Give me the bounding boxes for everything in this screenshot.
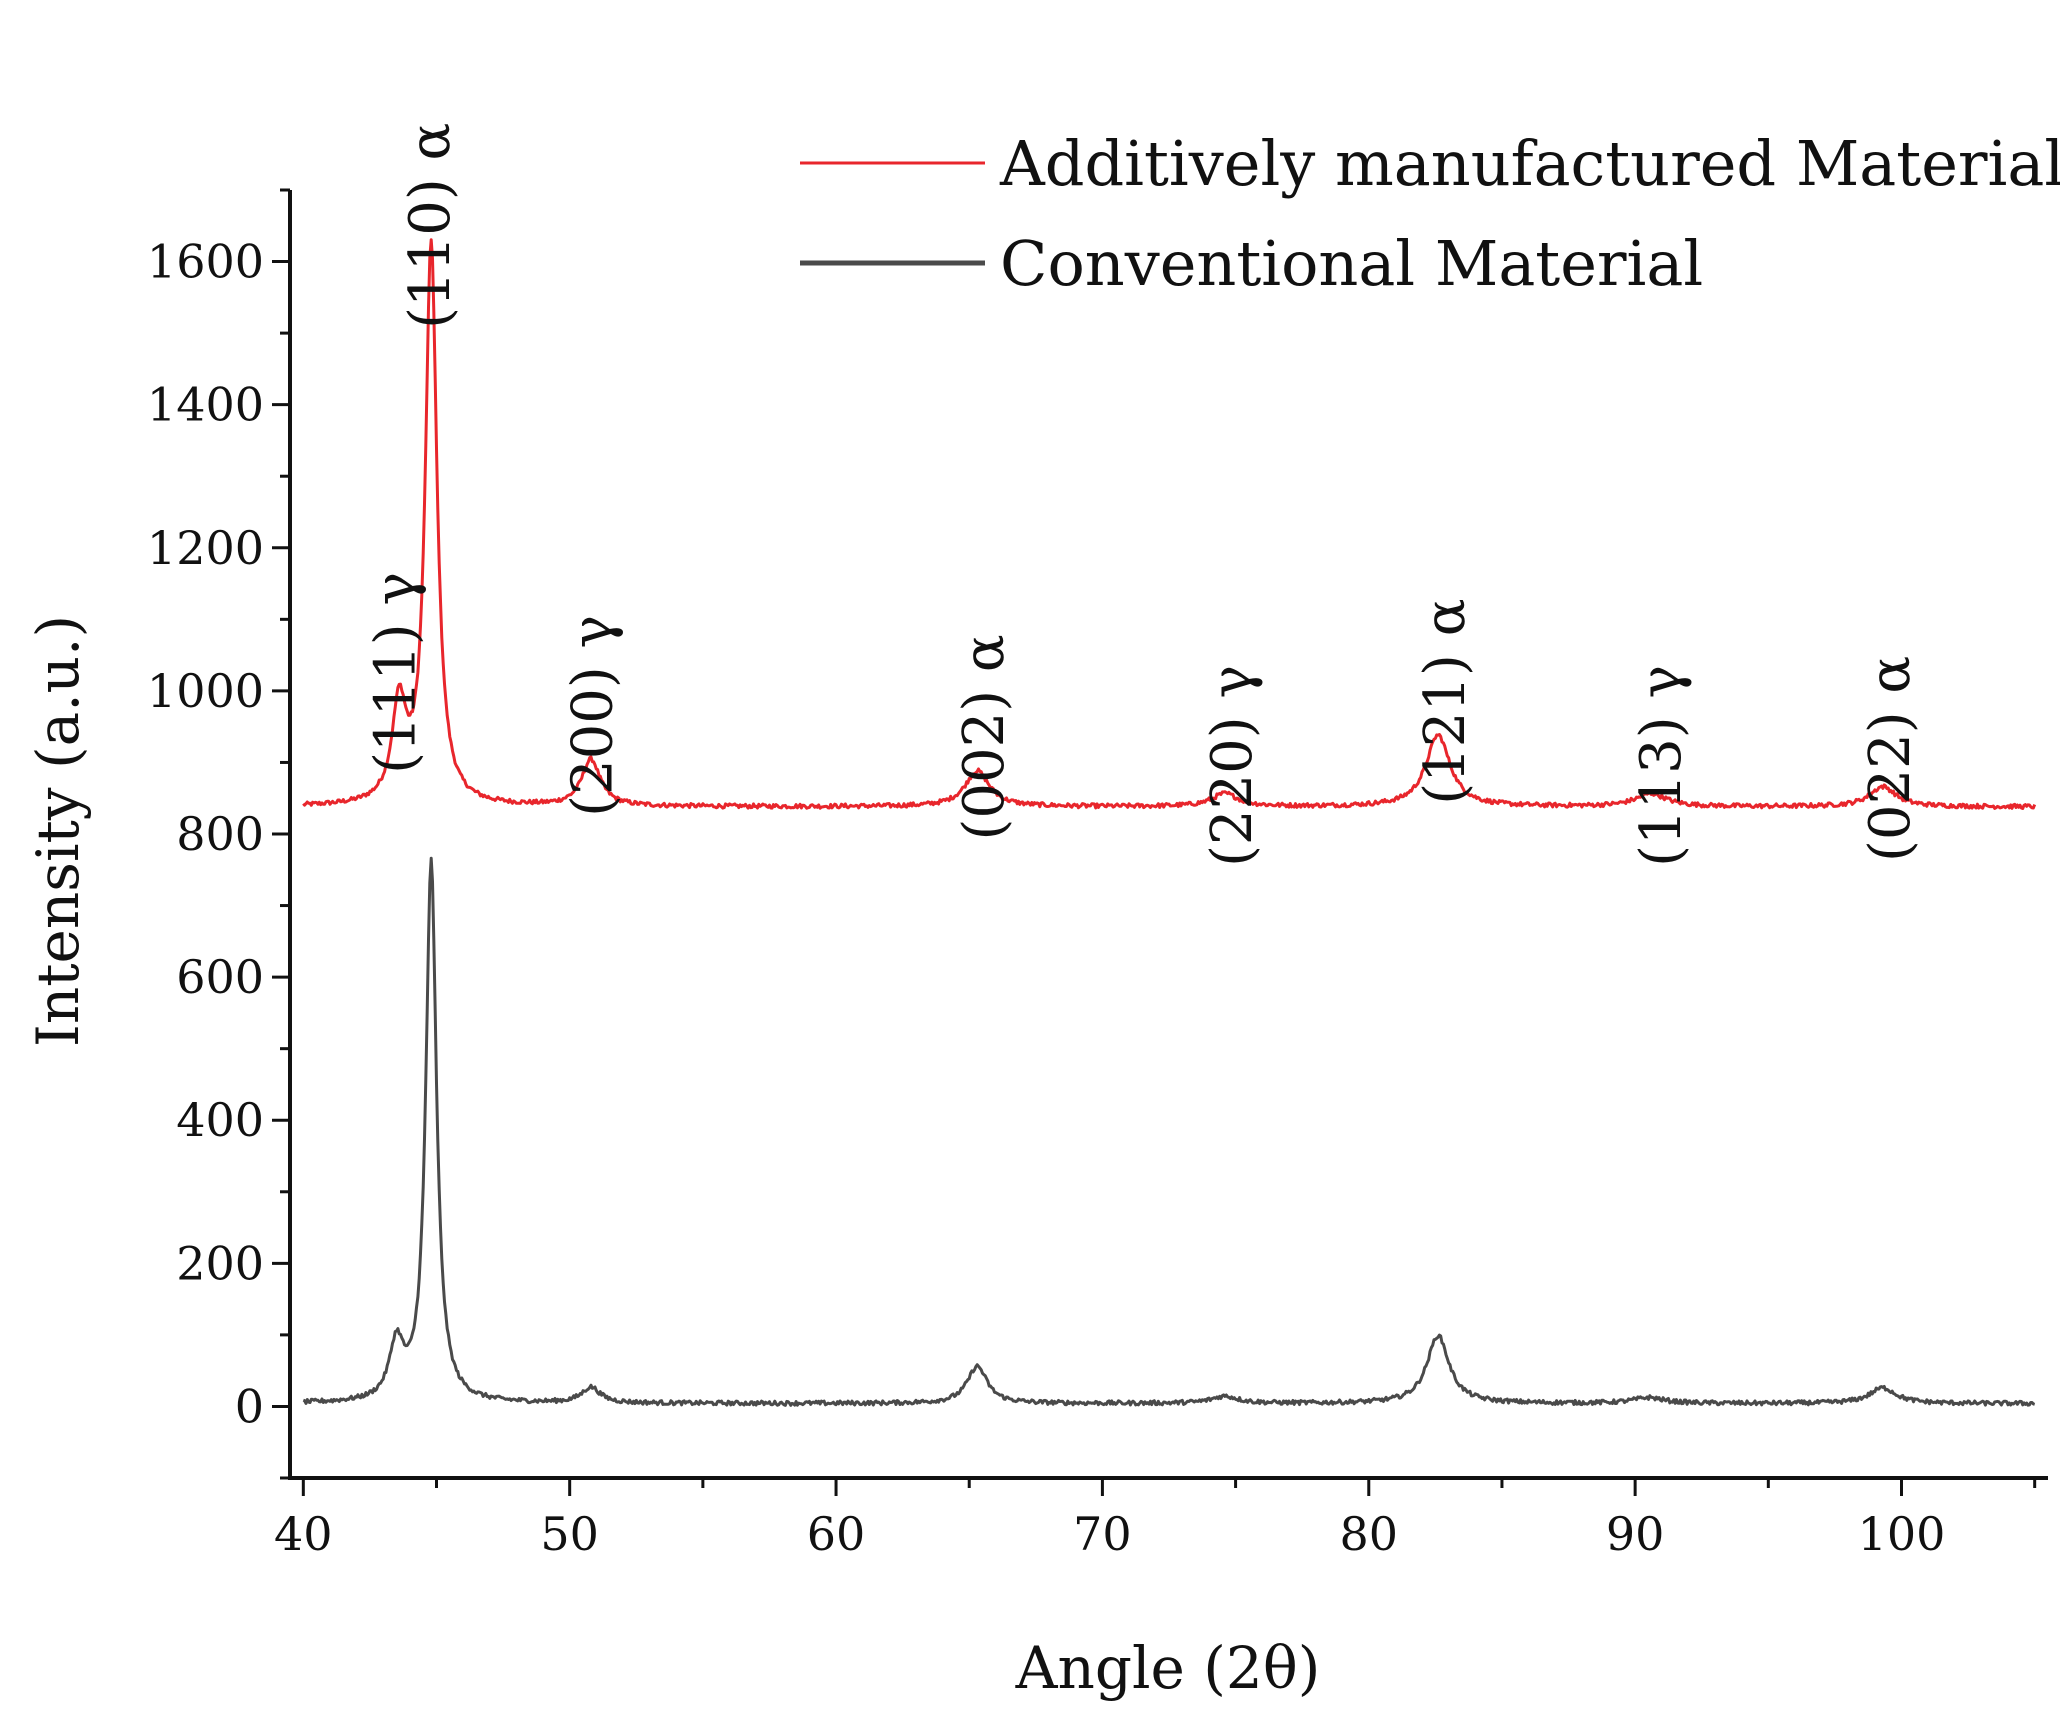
peak-label: (121) α bbox=[1413, 598, 1478, 804]
y-tick-label-0: 0 bbox=[235, 1379, 264, 1433]
legend: Additively manufactured Material Convent… bbox=[800, 127, 2060, 300]
axes: 0 200 400 600 800 1000 1200 1400 1600 40 50 60 70 80 9… bbox=[147, 188, 2048, 1561]
y-tick-label-600: 600 bbox=[176, 950, 264, 1004]
legend-label-conventional: Conventional Material bbox=[1000, 227, 1703, 300]
y-tick-label-1200: 1200 bbox=[147, 521, 264, 575]
x-tick-label-80: 80 bbox=[1339, 1507, 1398, 1561]
series-line-conventional bbox=[302, 856, 2036, 1407]
x-tick-label-60: 60 bbox=[807, 1507, 866, 1561]
y-tick-label-1400: 1400 bbox=[147, 378, 264, 432]
peak-label: (022) α bbox=[1858, 656, 1923, 862]
y-tick-label-1600: 1600 bbox=[147, 235, 264, 289]
peak-label: (113) γ bbox=[1629, 665, 1694, 867]
y-tick-label-1000: 1000 bbox=[147, 664, 264, 718]
x-axis-title: Angle (2θ) bbox=[1015, 1634, 1321, 1702]
plot-area bbox=[302, 238, 2037, 1407]
x-tick-label-70: 70 bbox=[1073, 1507, 1132, 1561]
peak-label: (002) α bbox=[952, 634, 1017, 840]
x-tick-label-100: 100 bbox=[1858, 1507, 1946, 1561]
x-tick-label-40: 40 bbox=[274, 1507, 333, 1561]
peak-label: (111) γ bbox=[364, 572, 429, 774]
peak-label: (200) γ bbox=[561, 615, 626, 817]
x-tick-label-90: 90 bbox=[1606, 1507, 1665, 1561]
x-tick-label-50: 50 bbox=[540, 1507, 599, 1561]
peak-label: (110) α bbox=[398, 123, 463, 329]
y-tick-label-800: 800 bbox=[176, 807, 264, 861]
series-line-additive bbox=[302, 238, 2037, 810]
legend-label-additive: Additively manufactured Material bbox=[999, 127, 2060, 200]
y-axis-title: Intensity (a.u.) bbox=[24, 615, 92, 1047]
peak-labels: (111) γ (110) α (200) γ (002) α (220) γ (121)… bbox=[364, 123, 1923, 867]
y-tick-label-200: 200 bbox=[176, 1236, 264, 1290]
peak-label: (220) γ bbox=[1200, 665, 1265, 867]
y-tick-label-400: 400 bbox=[176, 1093, 264, 1147]
